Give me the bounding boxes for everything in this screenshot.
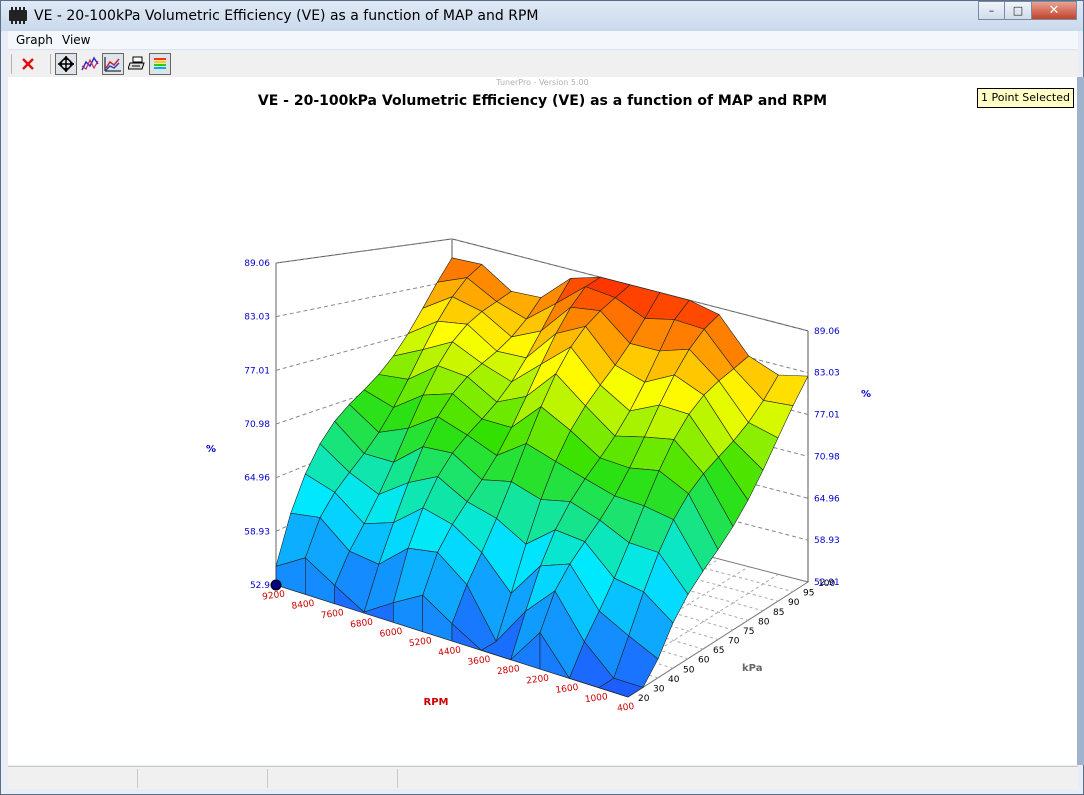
- surface-graph-button[interactable]: [102, 53, 124, 75]
- menu-graph[interactable]: Graph: [16, 33, 53, 47]
- app-icon[interactable]: [9, 7, 27, 24]
- surface-graph-icon: [104, 57, 121, 72]
- menu-bar: Graph View: [8, 31, 1078, 50]
- rpm-tick-label: 5200: [408, 636, 432, 649]
- right-tick-label: 58.93: [814, 536, 840, 546]
- surface-front-cell: [539, 631, 571, 679]
- left-tick-label: 70.98: [244, 420, 270, 430]
- print-icon: [128, 56, 145, 70]
- left-axis-unit: %: [206, 444, 216, 455]
- right-tick-label: 83.03: [814, 369, 840, 379]
- left-tick-label: 58.93: [244, 527, 270, 537]
- kpa-tick-label: 70: [728, 637, 740, 647]
- kpa-tick-label: 20: [638, 694, 650, 704]
- kpa-tick-label: 30: [653, 684, 665, 694]
- rpm-tick-label: 6800: [350, 617, 374, 630]
- kpa-tick-label: 75: [743, 627, 754, 637]
- close-window-button[interactable]: ✕: [1032, 1, 1077, 20]
- rpm-tick-label: 7600: [320, 608, 344, 621]
- title-bar[interactable]: VE - 20-100kPa Volumetric Efficiency (VE…: [1, 1, 1083, 31]
- surface-front-cell: [451, 622, 482, 651]
- kpa-tick-label: 85: [773, 608, 784, 618]
- right-frame-edge: [1077, 77, 1084, 765]
- left-tick-label: 77.01: [244, 366, 270, 376]
- wall-grid-line: [275, 280, 809, 374]
- right-tick-label: 52.91: [814, 578, 840, 588]
- kpa-tick-label: 65: [713, 646, 724, 656]
- selected-point-marker: [270, 579, 282, 591]
- rpm-axis-title: RPM: [424, 697, 449, 708]
- rpm-tick-label: 2800: [496, 664, 520, 677]
- line-plot-button[interactable]: [79, 53, 101, 75]
- status-cell-3: [268, 769, 398, 788]
- print-button[interactable]: [126, 53, 148, 75]
- line-plot-icon: [81, 56, 99, 71]
- rotate-mode-button[interactable]: [55, 53, 77, 75]
- rpm-tick-label: 8400: [291, 599, 315, 612]
- close-graph-button[interactable]: [17, 53, 39, 75]
- color-legend-icon: [154, 58, 166, 69]
- left-tick-label: 64.96: [244, 474, 270, 484]
- ve-surface-plot[interactable]: 52.9 58.93 64.96 70.98 77.01 83.03 89.06 52.91 5…: [8, 77, 1077, 765]
- kpa-tick-label: 60: [698, 656, 710, 666]
- rpm-tick-label: 6000: [379, 627, 403, 640]
- left-tick-label: 83.03: [244, 313, 270, 323]
- rpm-tick-label: 1000: [584, 692, 608, 705]
- rpm-tick-label: 400: [617, 702, 636, 714]
- kpa-tick-label: 40: [668, 675, 680, 685]
- rpm-tick-label: 2200: [526, 673, 550, 686]
- rpm-tick-label: 4400: [438, 645, 462, 658]
- minimize-button[interactable]: –: [978, 1, 1005, 20]
- menu-view[interactable]: View: [62, 33, 91, 47]
- kpa-tick-label: 100: [818, 579, 835, 589]
- window-title: VE - 20-100kPa Volumetric Efficiency (VE…: [34, 8, 539, 24]
- ve-surface-mesh[interactable]: [270, 257, 809, 698]
- right-tick-label: 70.98: [814, 452, 840, 462]
- color-legend-button[interactable]: [149, 53, 171, 75]
- maximize-button[interactable]: □: [1005, 1, 1032, 20]
- axis-labels: 52.9 58.93 64.96 70.98 77.01 83.03 89.06 52.91 5…: [206, 259, 871, 714]
- version-text: TunerPro - Version 5.00: [496, 78, 589, 87]
- kpa-tick-label: 80: [758, 617, 770, 627]
- rpm-tick-label: 3600: [467, 655, 491, 668]
- status-cell-4: [398, 769, 1078, 788]
- status-bar: [8, 766, 1078, 789]
- left-tick-label: 52.9: [250, 581, 270, 591]
- kpa-tick-label: 95: [803, 589, 814, 599]
- selection-status: 1 Point Selected: [977, 88, 1074, 108]
- right-tick-label: 89.06: [814, 327, 840, 337]
- graph-area[interactable]: TunerPro - Version 5.00 VE - 20-100kPa V…: [8, 77, 1077, 765]
- right-axis-unit: %: [861, 389, 871, 400]
- rpm-tick-label: 1600: [555, 683, 579, 696]
- right-tick-label: 64.96: [814, 494, 840, 504]
- right-tick-label: 77.01: [814, 411, 840, 421]
- close-red-x-icon: [22, 58, 34, 70]
- status-cell-2: [138, 769, 268, 788]
- graph-title: VE - 20-100kPa Volumetric Efficiency (VE…: [257, 93, 828, 109]
- toolbar: [8, 51, 1078, 77]
- kpa-axis-title: kPa: [742, 663, 762, 674]
- surface-front-cell: [598, 687, 629, 698]
- rotate-crosshair-icon: [58, 56, 74, 72]
- kpa-tick-label: 50: [683, 665, 695, 675]
- left-tick-label: 89.06: [244, 259, 270, 269]
- kpa-tick-label: 90: [788, 598, 800, 608]
- rpm-tick-label: 9200: [262, 589, 286, 602]
- status-cell-1: [8, 769, 138, 788]
